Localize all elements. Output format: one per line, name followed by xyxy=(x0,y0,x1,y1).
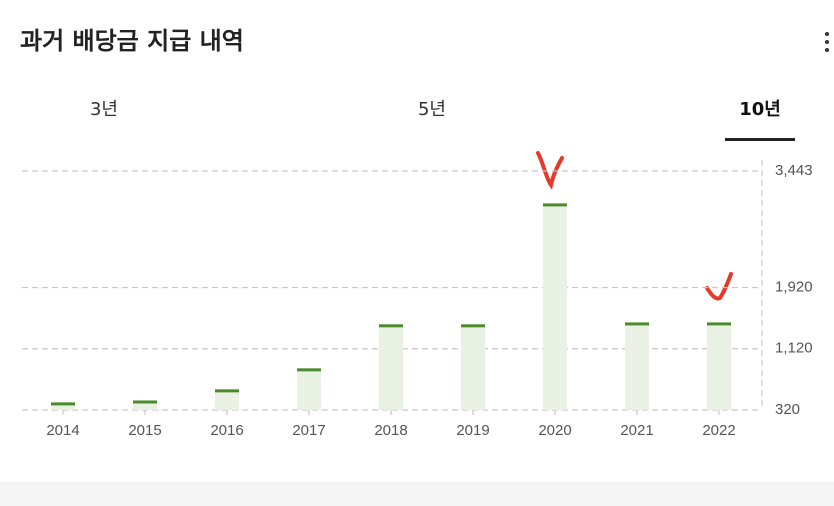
x-tick-label: 2019 xyxy=(456,422,489,439)
bar-top xyxy=(51,402,75,406)
bar-top xyxy=(707,322,731,326)
chart-title: 과거 배당금 지급 내역 xyxy=(20,27,244,55)
menu-dot xyxy=(825,32,829,36)
y-tick-label: 1,920 xyxy=(775,279,813,296)
y-tick-label: 3,443 xyxy=(775,162,813,179)
bar-top xyxy=(379,324,403,328)
x-tick-label: 2020 xyxy=(538,422,571,439)
bar-top xyxy=(297,368,321,372)
x-tick-label: 2022 xyxy=(702,422,735,439)
bar-top xyxy=(625,322,649,326)
menu-dot xyxy=(825,40,829,44)
y-tick-label: 320 xyxy=(775,401,800,418)
bar xyxy=(379,325,403,410)
x-tick-label: 2021 xyxy=(620,422,653,439)
y-tick-label: 1,120 xyxy=(775,340,813,357)
bar-top xyxy=(133,400,157,404)
bar xyxy=(543,204,567,410)
bar xyxy=(133,401,157,410)
check-annotation xyxy=(536,151,564,190)
x-tick-label: 2014 xyxy=(46,422,79,439)
bar xyxy=(625,323,649,410)
footer-strip xyxy=(0,482,834,506)
bar xyxy=(707,323,731,410)
bar xyxy=(461,325,485,410)
x-tick-label: 2018 xyxy=(374,422,407,439)
menu-icon[interactable] xyxy=(825,32,829,52)
tab[interactable]: 5년 xyxy=(418,99,446,120)
x-tick-label: 2016 xyxy=(210,422,243,439)
bar xyxy=(51,403,75,410)
menu-dot xyxy=(825,48,829,52)
bar xyxy=(215,390,239,410)
bar xyxy=(297,369,321,410)
check-annotation xyxy=(705,272,733,301)
tab[interactable]: 3년 xyxy=(90,99,118,120)
x-tick-label: 2017 xyxy=(292,422,325,439)
tab-indicator xyxy=(725,138,795,141)
x-tick-label: 2015 xyxy=(128,422,161,439)
bar-top xyxy=(461,324,485,328)
bar-top xyxy=(215,389,239,393)
bar-top xyxy=(543,203,567,207)
tab-selected[interactable]: 10년 xyxy=(739,99,781,120)
